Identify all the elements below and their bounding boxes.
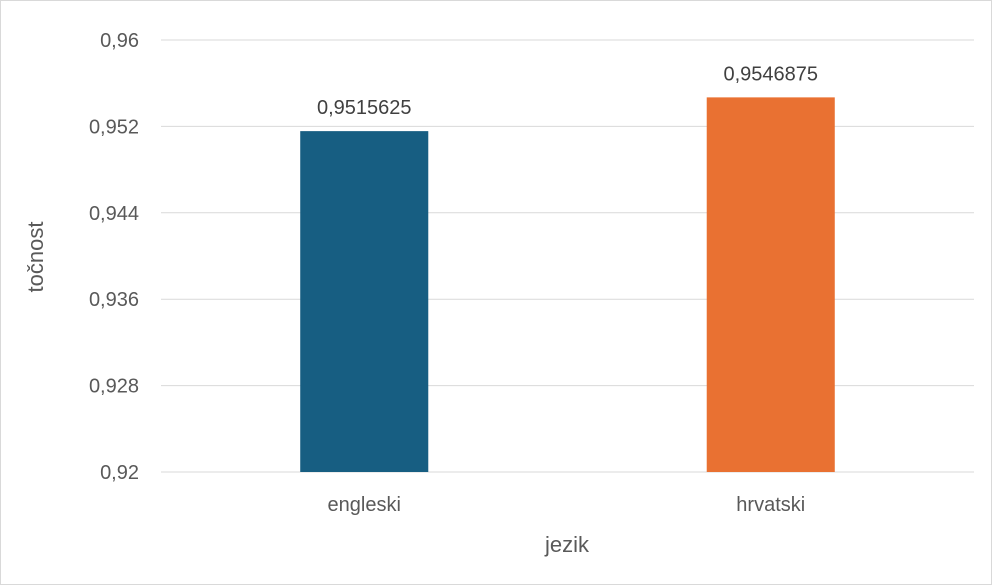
y-tick-label: 0,92 (100, 462, 139, 484)
y-tick-label: 0,944 (89, 203, 139, 225)
x-tick-label: hrvatski (736, 494, 805, 516)
y-tick-label: 0,96 (100, 30, 139, 52)
y-tick-label: 0,936 (89, 289, 139, 311)
y-axis-title: točnost (23, 222, 48, 293)
data-label: 0,9515625 (317, 97, 412, 119)
bar-hrvatski (706, 97, 835, 472)
gridlines (161, 39, 974, 473)
x-tick-label: engleski (328, 494, 401, 516)
bar-engleski (300, 131, 429, 472)
y-tick-label: 0,952 (89, 116, 139, 138)
x-tick-labels: engleski hrvatski (328, 494, 806, 516)
data-label: 0,9546875 (723, 63, 818, 85)
data-labels: 0,9515625 0,9546875 (317, 63, 818, 119)
y-tick-labels: 0,92 0,928 0,936 0,944 0,952 0,96 (89, 30, 139, 484)
x-axis-title: jezik (544, 532, 590, 557)
y-tick-label: 0,928 (89, 376, 139, 398)
bars (300, 97, 835, 472)
